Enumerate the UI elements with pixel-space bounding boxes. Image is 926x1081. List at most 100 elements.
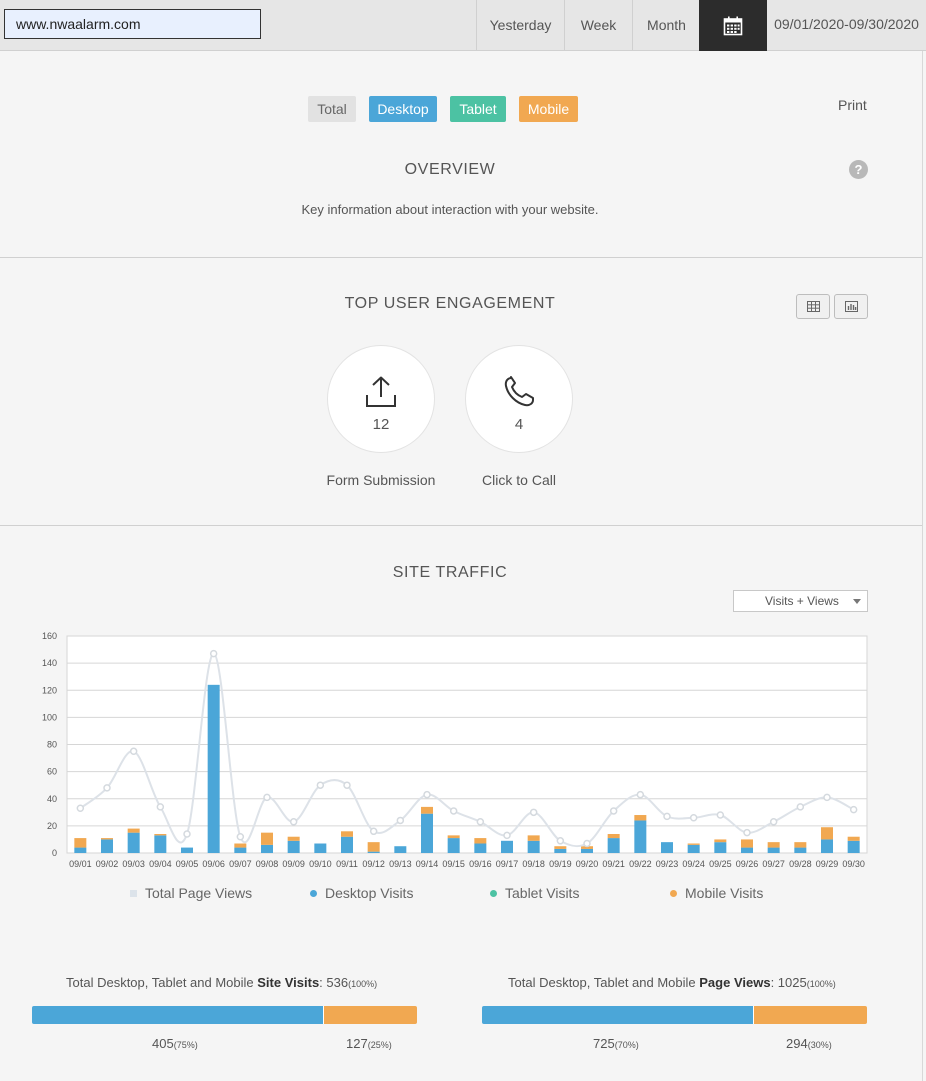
website-url-input[interactable] — [4, 9, 261, 39]
y-tick-label: 100 — [42, 712, 57, 722]
x-tick-label: 09/17 — [496, 859, 519, 869]
mobile-bar — [714, 839, 727, 843]
calendar-button[interactable] — [699, 0, 767, 51]
x-tick-label: 09/30 — [842, 859, 865, 869]
page-views-point — [289, 818, 298, 826]
x-tick-label: 09/14 — [416, 859, 439, 869]
form-submission-card[interactable]: 12 — [327, 345, 435, 453]
x-tick-label: 09/16 — [469, 859, 492, 869]
legend-total-page-views[interactable]: Total Page Views — [130, 885, 252, 901]
mobile-bar — [234, 843, 247, 848]
mobile-bar — [341, 831, 353, 837]
page-views-point — [743, 828, 751, 837]
page-views-point — [76, 804, 85, 812]
mobile-bar — [527, 835, 540, 841]
filter-desktop-button[interactable]: Desktop — [369, 96, 437, 122]
legend-marker — [310, 890, 317, 897]
mobile-bar — [474, 838, 487, 844]
mobile-bar — [287, 836, 300, 841]
summary-prefix: Total Desktop, Tablet and Mobile — [508, 975, 700, 990]
y-tick-label: 0 — [52, 848, 57, 858]
form-submission-count: 12 — [372, 416, 390, 433]
desktop-bar — [847, 840, 860, 853]
summary-prefix: Total Desktop, Tablet and Mobile — [66, 975, 258, 990]
desktop-bar — [421, 813, 433, 853]
views-desktop-value: 725(70%) — [593, 1036, 639, 1051]
mobile-bar — [687, 843, 700, 845]
mobile-bar — [74, 838, 87, 848]
visits-mobile-value: 127(25%) — [346, 1036, 392, 1051]
page-views-point — [183, 830, 191, 838]
mobile-bar — [847, 836, 860, 841]
traffic-metric-select[interactable]: Visits + Views — [733, 590, 868, 612]
site-visits-bar — [32, 1006, 417, 1024]
page-views-point — [663, 812, 671, 821]
mobile-bar — [581, 846, 593, 849]
x-tick-label: 09/13 — [389, 859, 412, 869]
x-tick-label: 09/21 — [602, 859, 625, 869]
desktop-bar — [767, 847, 780, 853]
range-yesterday-button[interactable]: Yesterday — [476, 0, 564, 51]
page-views-point — [236, 832, 245, 841]
filter-total-button[interactable]: Total — [308, 96, 356, 122]
desktop-bar — [287, 840, 300, 853]
page-views-point — [396, 816, 405, 825]
table-view-button[interactable] — [796, 294, 830, 319]
desktop-bar — [501, 840, 513, 853]
page-views-point — [529, 808, 538, 817]
mobile-bar — [607, 834, 620, 839]
x-tick-label: 09/26 — [736, 859, 759, 869]
mobile-bar — [367, 842, 380, 852]
filter-mobile-button[interactable]: Mobile — [519, 96, 578, 122]
desktop-bar — [261, 844, 273, 853]
x-tick-label: 09/23 — [656, 859, 679, 869]
page-views-point — [503, 831, 511, 840]
print-link[interactable]: Print — [838, 97, 867, 113]
summary-pct: (100%) — [348, 979, 378, 989]
page-views-point — [263, 793, 271, 802]
mobile-bar — [154, 834, 167, 836]
legend-tablet-visits[interactable]: Tablet Visits — [490, 885, 579, 901]
legend-desktop-visits[interactable]: Desktop Visits — [310, 885, 413, 901]
x-tick-label: 09/09 — [282, 859, 305, 869]
desktop-segment — [32, 1006, 323, 1024]
site-traffic-title: SITE TRAFFIC — [392, 564, 508, 581]
page-views-summary: Total Desktop, Tablet and Mobile Page Vi… — [508, 975, 836, 990]
x-tick-label: 09/12 — [362, 859, 385, 869]
page-edge — [922, 51, 923, 1081]
page-views-point — [556, 837, 565, 845]
page-views-point — [583, 839, 591, 848]
mobile-segment — [753, 1006, 867, 1024]
page-views-point — [369, 827, 378, 836]
x-tick-label: 09/02 — [96, 859, 119, 869]
y-tick-label: 120 — [42, 685, 57, 695]
desktop-bar — [234, 847, 247, 853]
help-icon[interactable]: ? — [849, 160, 868, 179]
desktop-bar — [207, 684, 220, 853]
page-views-point — [209, 649, 218, 658]
page-views-point — [636, 790, 645, 799]
summary-metric: Site Visits — [257, 975, 320, 990]
summary-value: : 1025 — [770, 975, 807, 990]
x-tick-label: 09/24 — [682, 859, 705, 869]
mobile-bar — [767, 842, 780, 848]
x-tick-label: 09/11 — [336, 859, 358, 869]
engagement-title: TOP USER ENGAGEMENT — [344, 295, 556, 312]
range-week-button[interactable]: Week — [564, 0, 632, 51]
click-to-call-card[interactable]: 4 — [465, 345, 573, 453]
filter-tablet-button[interactable]: Tablet — [450, 96, 506, 122]
click-to-call-label: Click to Call — [482, 472, 556, 488]
x-tick-label: 09/05 — [176, 859, 199, 869]
x-tick-label: 09/08 — [256, 859, 279, 869]
chart-view-button[interactable] — [834, 294, 868, 319]
page-views-point — [849, 805, 858, 814]
legend-mobile-visits[interactable]: Mobile Visits — [670, 885, 763, 901]
page-views-point — [769, 818, 778, 826]
page-views-point — [609, 807, 618, 815]
page-views-bar — [482, 1006, 867, 1024]
mobile-bar — [421, 806, 433, 814]
mobile-bar — [554, 846, 567, 849]
range-month-button[interactable]: Month — [632, 0, 700, 51]
date-range-display[interactable]: 09/01/2020-09/30/2020 — [774, 16, 919, 32]
mobile-bar — [794, 842, 807, 848]
